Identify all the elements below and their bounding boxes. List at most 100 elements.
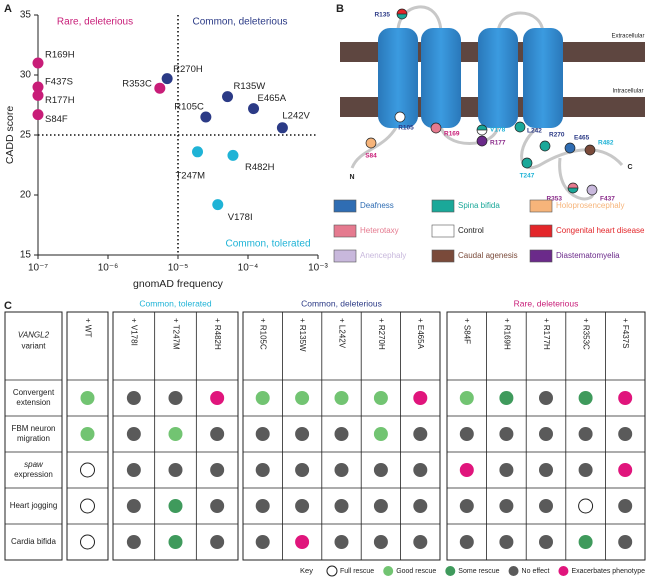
legend-label: Heterotaxy: [360, 226, 399, 235]
variant-label: R135: [374, 12, 390, 19]
terminus-label: N: [349, 174, 354, 181]
outcome-dot: [80, 498, 95, 514]
outcome-dot: [295, 427, 310, 441]
outcome-dot: [539, 535, 553, 549]
outcome-dot: [373, 499, 388, 513]
point-label: T247M: [176, 170, 206, 181]
outcome-dot: [373, 535, 388, 549]
group-title: Rare, deleterious: [514, 298, 579, 308]
group-title: Common, deleterious: [301, 298, 382, 308]
variant-label: T247: [520, 173, 535, 180]
table-text: VANGL2: [18, 331, 50, 340]
variant-label: R353: [546, 196, 562, 203]
data-point: [32, 89, 44, 101]
outcome-dot: [539, 499, 553, 513]
legend-swatch: [333, 249, 357, 263]
outcome-dot: [255, 391, 270, 405]
outcome-dot: [80, 391, 95, 405]
outcome-dot: [334, 499, 349, 513]
point-label: R105C: [174, 102, 204, 113]
outcome-dot: [126, 463, 141, 477]
legend-label: Holoprosencephaly: [556, 201, 625, 210]
legend-swatch: [529, 249, 553, 263]
column-header: + F437S: [621, 318, 630, 348]
variant-label: S84: [365, 153, 377, 160]
y-tick-label: 30: [20, 70, 32, 81]
variant-label: F437: [600, 196, 615, 203]
group-title: Common, tolerated: [139, 298, 212, 308]
table-text: expression: [14, 470, 53, 479]
outcome-dot: [578, 391, 593, 405]
outcome-dot: [255, 463, 270, 477]
point-label: R169H: [45, 50, 75, 61]
outcome-dot: [80, 462, 95, 478]
outcome-dot: [578, 427, 593, 441]
column-header: + S84F: [463, 318, 472, 344]
outcome-dot: [210, 499, 225, 513]
legend-label: Anencephaly: [360, 251, 406, 260]
outcome-dot: [373, 463, 388, 477]
legend-label: Caudal agenesis: [458, 251, 518, 260]
quadrant-label: Common, deleterious: [192, 17, 287, 28]
variant-label: R177: [490, 140, 506, 147]
legend-swatch: [529, 224, 553, 238]
table-text: variant: [21, 342, 46, 351]
outcome-dot: [295, 499, 310, 513]
column-header: + R135W: [298, 318, 307, 352]
column-header: + R169H: [502, 318, 511, 350]
data-point: [154, 82, 166, 94]
variant-node: [514, 121, 526, 133]
outcome-dot: [459, 499, 474, 513]
point-label: R353C: [122, 79, 152, 90]
x-tick-label: 10⁻⁶: [98, 263, 119, 274]
y-tick-label: 20: [20, 190, 32, 201]
outcome-dot: [499, 499, 514, 513]
legend-swatch: [529, 199, 553, 213]
outcome-dot: [210, 391, 225, 405]
key-label: Full rescue: [340, 568, 374, 575]
variant-node: [584, 144, 596, 156]
key-dot: [326, 565, 338, 577]
outcome-dot: [334, 391, 349, 405]
outcome-dot: [459, 535, 474, 549]
column-header: + R270H: [377, 318, 386, 350]
region-label: Intracellular: [612, 89, 643, 95]
point-label: S84F: [45, 114, 68, 125]
column-header: + L242V: [337, 318, 346, 349]
outcome-dot: [126, 535, 141, 549]
outcome-dot: [413, 499, 428, 513]
outcome-dot: [413, 427, 428, 441]
outcome-dot: [210, 535, 225, 549]
variant-node: [430, 122, 442, 134]
legend-swatch: [431, 199, 455, 213]
outcome-dot: [373, 427, 388, 441]
outcome-dot: [168, 535, 183, 549]
outcome-dot: [295, 391, 310, 405]
outcome-dot: [334, 427, 349, 441]
table-text: migration: [17, 434, 50, 443]
variant-node-half: [397, 14, 407, 19]
outcome-dot: [413, 535, 428, 549]
variant-node: [539, 140, 551, 152]
point-label: E465A: [258, 93, 287, 104]
y-axis-label: CADD score: [4, 106, 16, 165]
data-point: [222, 91, 234, 103]
panel-letter: A: [4, 3, 12, 15]
data-point: [227, 149, 239, 161]
outcome-dot: [539, 427, 553, 441]
variant-node-half: [568, 183, 578, 188]
key-label: No effect: [522, 568, 550, 575]
variant-label: R105: [398, 125, 414, 132]
legend-swatch: [333, 199, 357, 213]
outcome-dot: [334, 535, 349, 549]
data-point: [32, 81, 44, 93]
variant-node: [476, 135, 488, 147]
outcome-dot: [255, 499, 270, 513]
outcome-dot: [126, 391, 141, 405]
point-label: R482H: [245, 162, 275, 173]
variant-label: E465: [574, 135, 590, 142]
point-label: V178I: [228, 212, 253, 223]
outcome-dot: [126, 427, 141, 441]
legend-label: Congenital heart disease: [556, 226, 645, 235]
